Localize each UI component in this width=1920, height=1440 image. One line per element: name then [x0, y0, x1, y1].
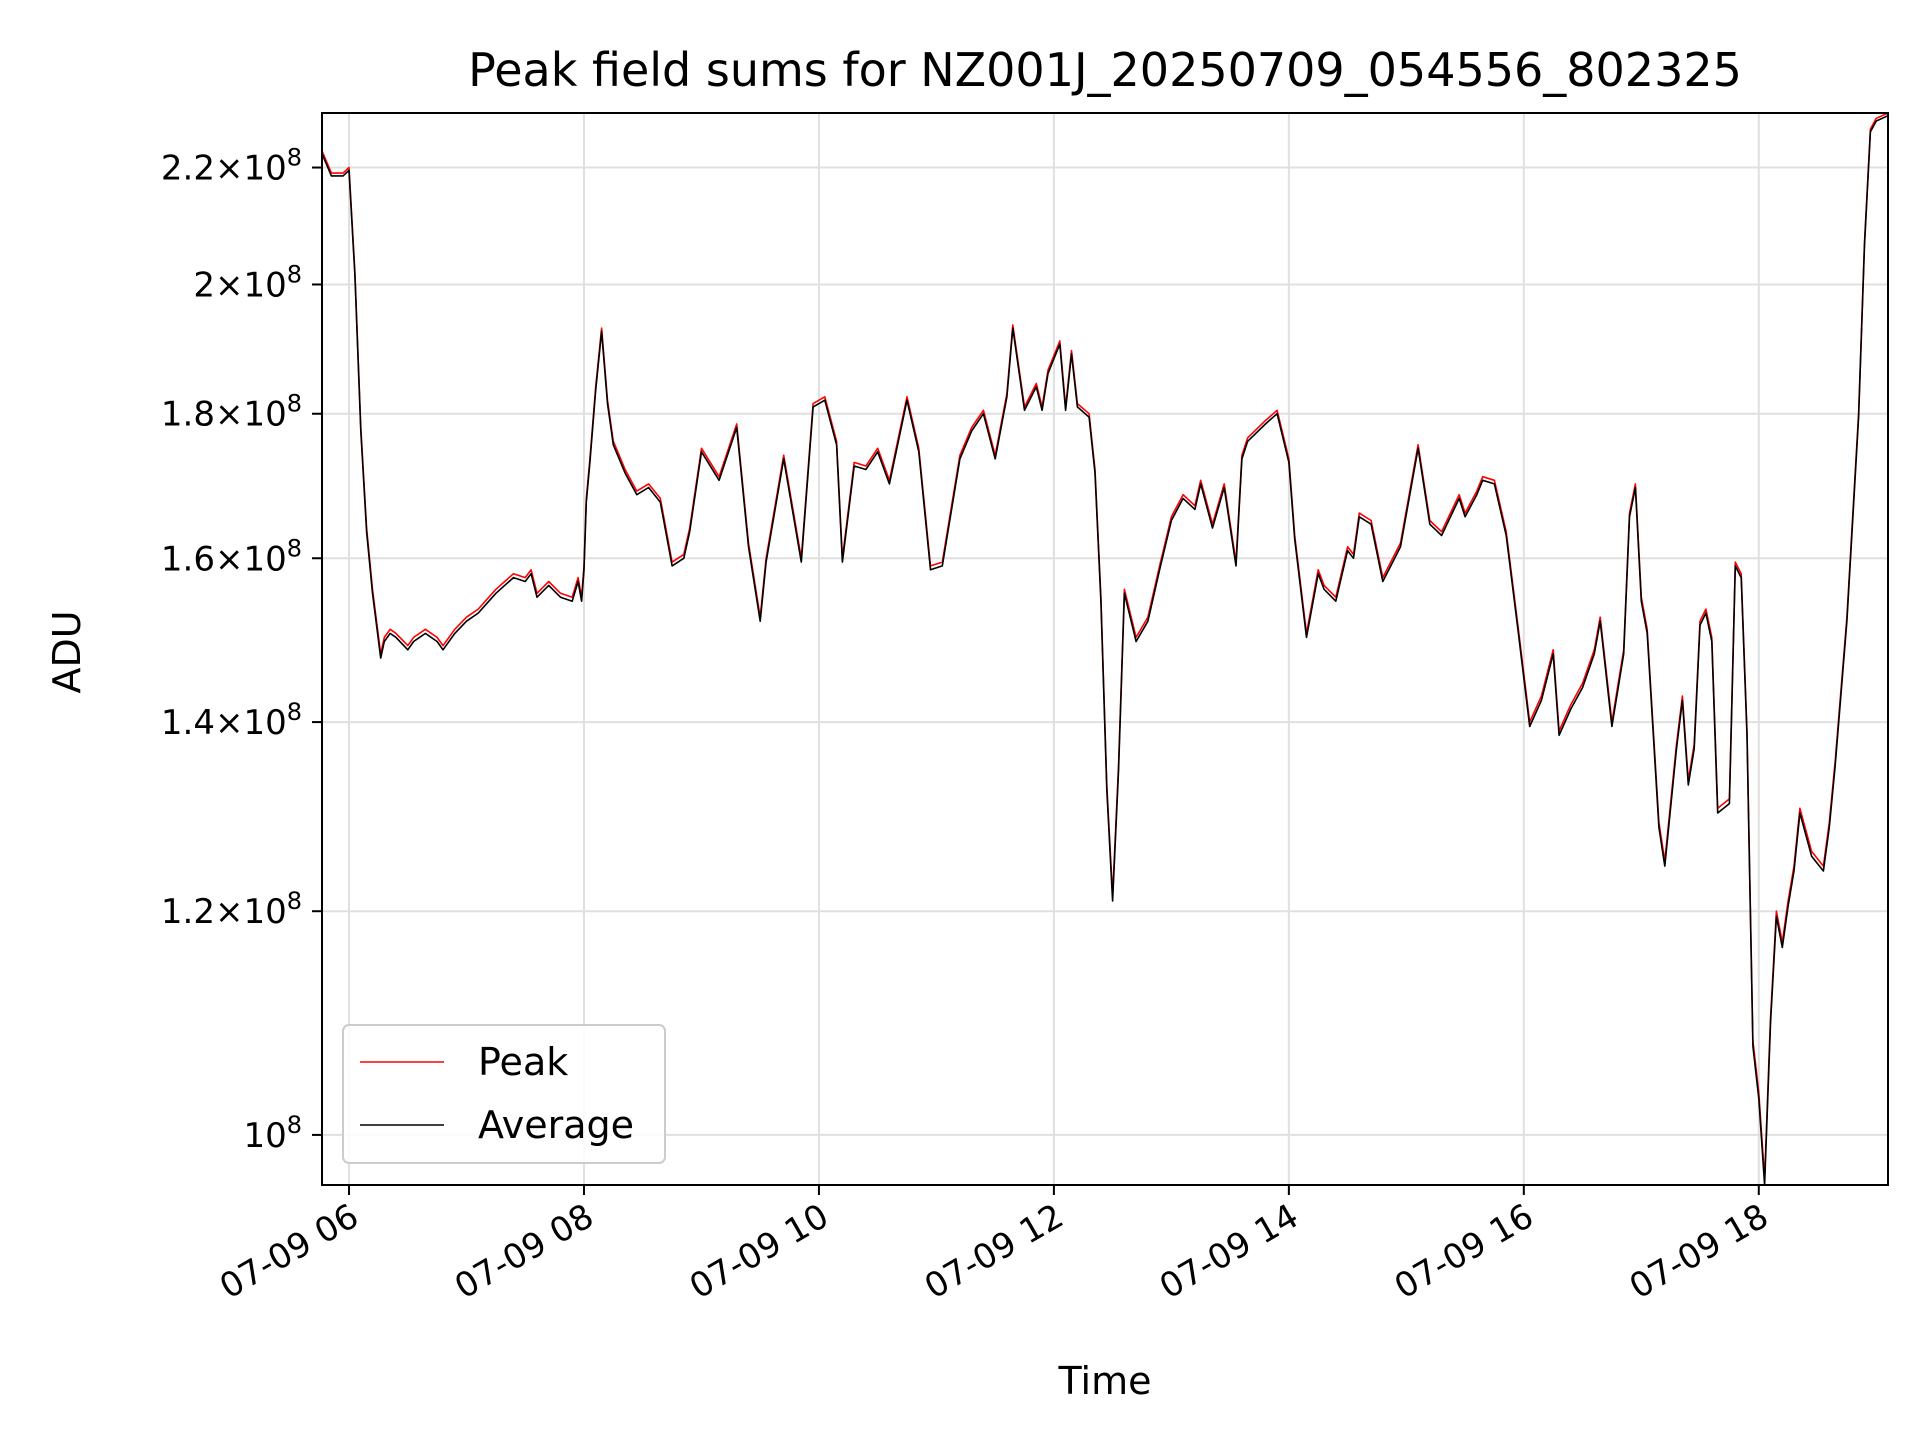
x-tick-label: 07-09 14: [1153, 1196, 1305, 1307]
y-tick-label: 1.2×108: [161, 887, 302, 932]
legend-box: [342, 1024, 666, 1164]
x-tick-label: 07-09 10: [683, 1196, 835, 1307]
chart-title: Peak field sums for NZ001J_20250709_0545…: [468, 43, 1742, 97]
y-axis-ticks: 108 1.2×108 1.4×108 1.6×108 1.8×108 2×108 2.2×…: [161, 144, 322, 1156]
grid-layer: [322, 113, 1888, 1185]
x-tick-label: 07-09 08: [448, 1196, 600, 1307]
y-tick-label: 2.2×108: [161, 144, 302, 189]
legend-label-peak: Peak: [478, 1040, 568, 1084]
y-tick-label: 1.8×108: [161, 390, 302, 435]
legend-label-average: Average: [478, 1103, 634, 1147]
legend: Peak Average: [342, 1024, 666, 1164]
y-tick-label: 108: [243, 1111, 302, 1156]
series-layer: [321, 112, 1889, 1186]
x-axis-title: Time: [1058, 1359, 1152, 1403]
y-tick-label: 2×108: [193, 260, 302, 305]
x-tick-label: 07-09 18: [1623, 1196, 1775, 1307]
series-line-average: [321, 114, 1889, 1186]
x-axis-ticks: 07-09 06 07-09 08 07-09 10 07-09 12 07-09 14…: [213, 1185, 1775, 1307]
plot-frame: [321, 112, 1889, 1186]
y-tick-label: 1.6×108: [161, 534, 302, 579]
x-tick-label: 07-09 06: [213, 1196, 365, 1307]
x-tick-label: 07-09 12: [918, 1196, 1070, 1307]
y-axis-title: ADU: [45, 610, 89, 693]
x-tick-label: 07-09 16: [1388, 1196, 1540, 1307]
y-tick-label: 1.4×108: [161, 698, 302, 743]
series-line-peak: [321, 112, 1889, 1180]
